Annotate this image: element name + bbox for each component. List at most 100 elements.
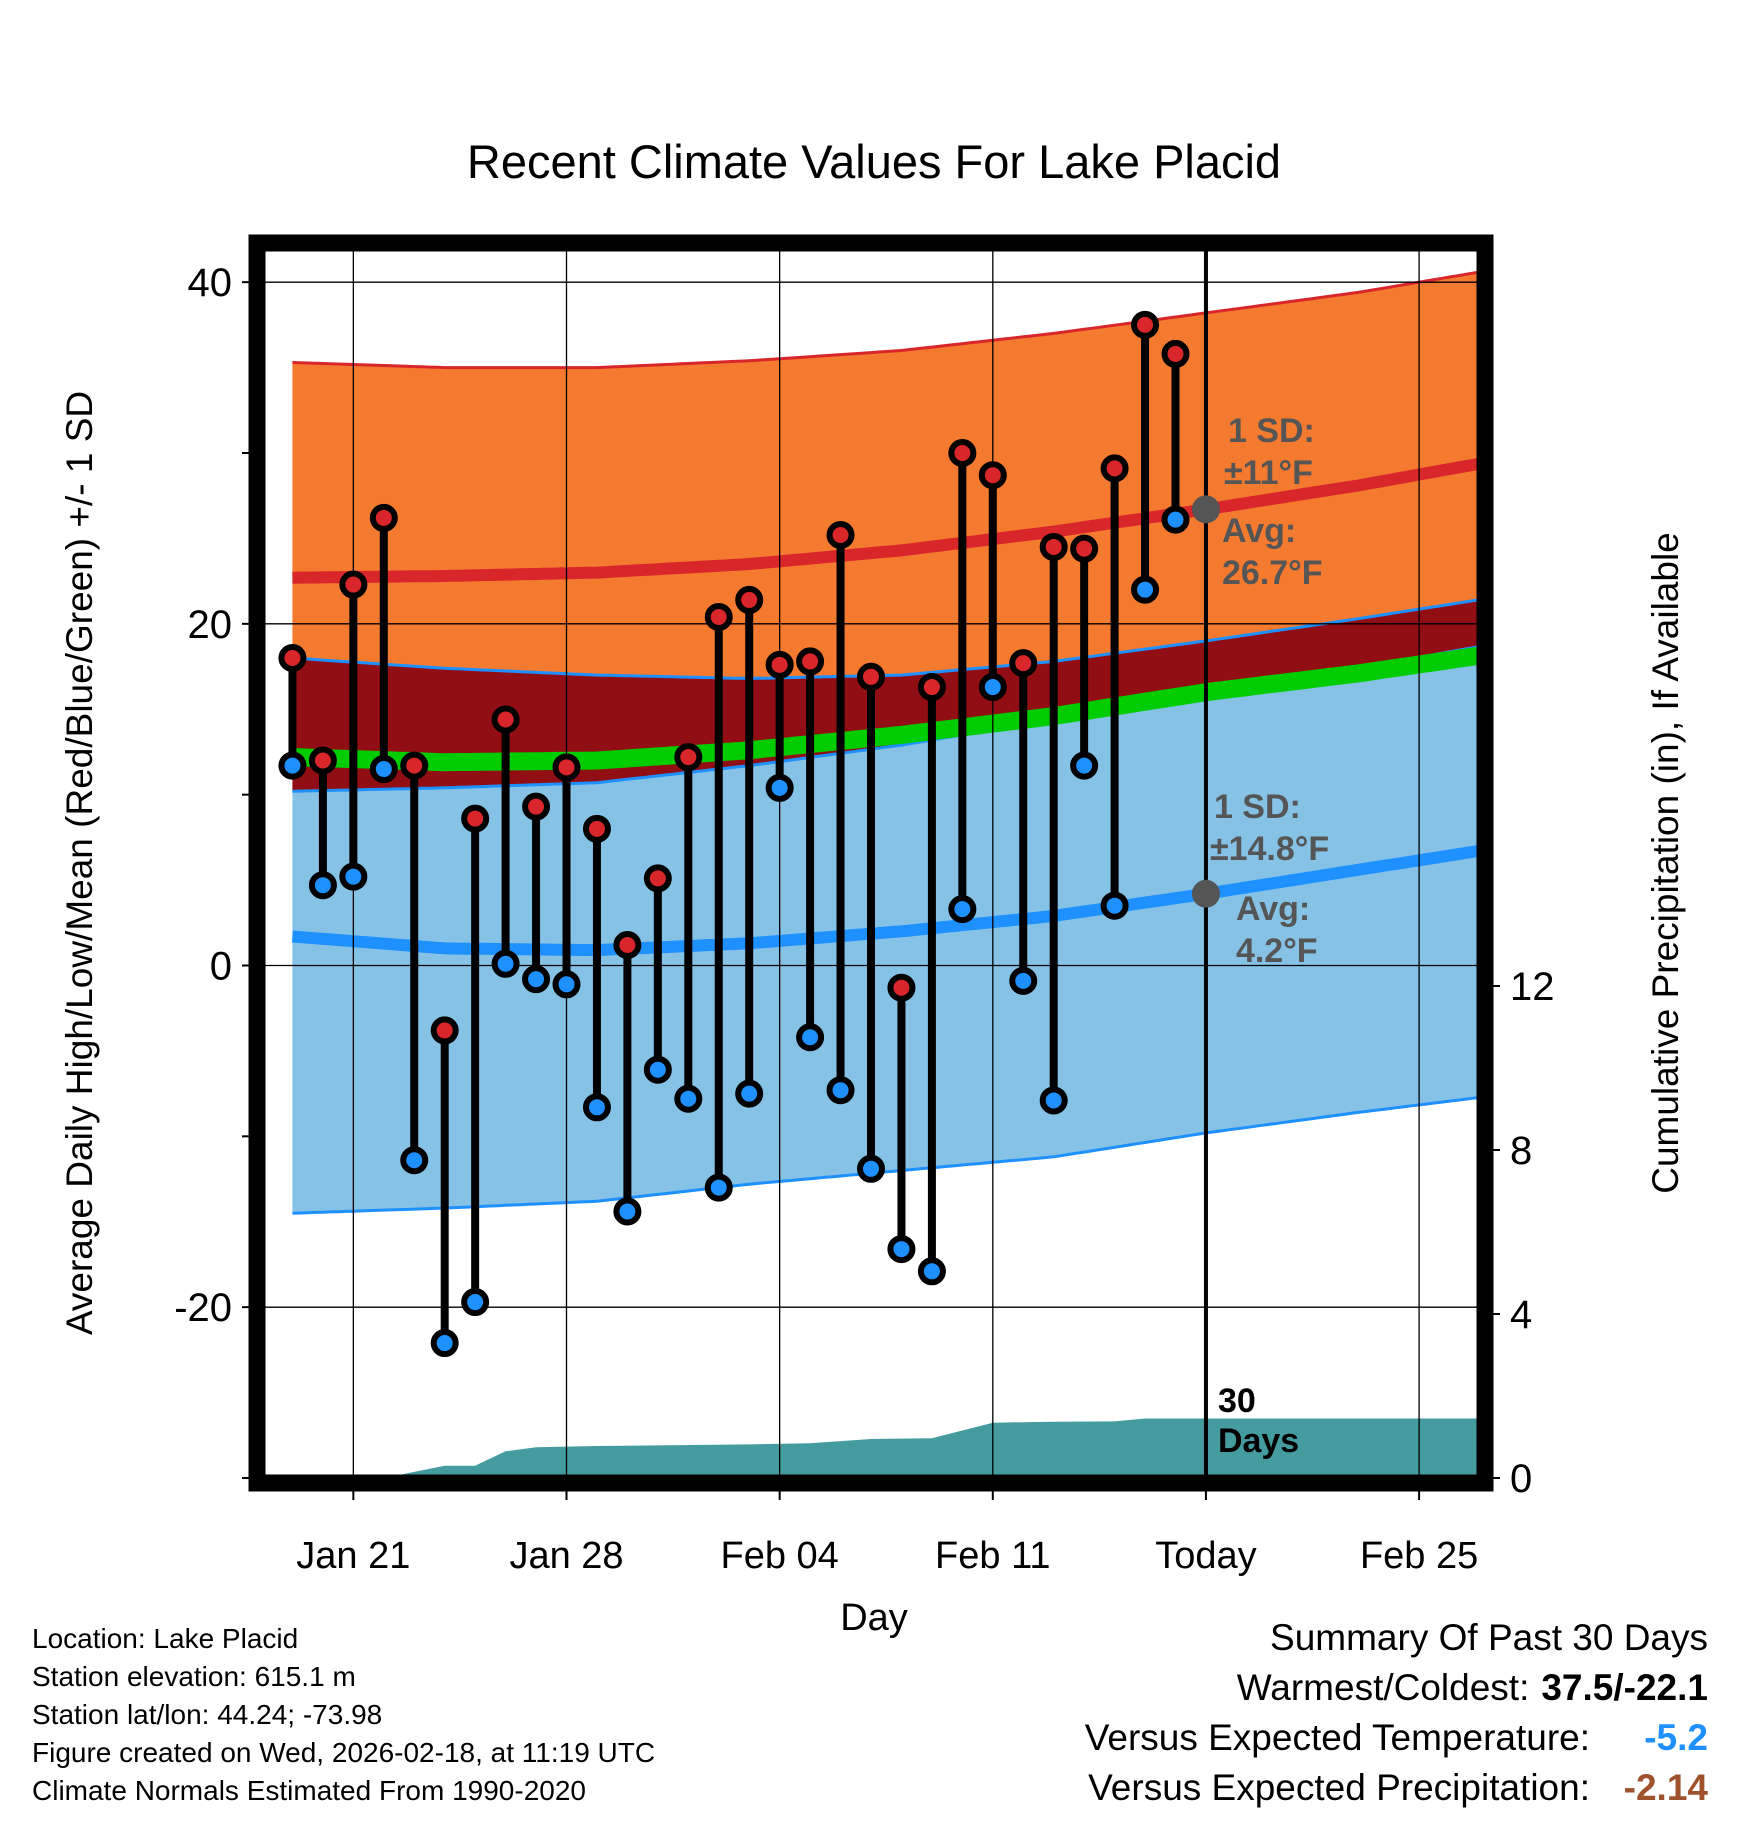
overlap-band bbox=[292, 599, 1480, 792]
daily-low-point bbox=[308, 871, 337, 900]
daily-low-point bbox=[887, 1235, 916, 1264]
daily-low-point bbox=[491, 949, 520, 978]
daily-low-point bbox=[461, 1288, 490, 1317]
daily-low-point bbox=[1039, 1086, 1068, 1115]
daily-high-point bbox=[887, 973, 916, 1002]
warm-cold-label: Warmest/Coldest: bbox=[1236, 1667, 1530, 1708]
high-sd-value: ±11°F bbox=[1224, 454, 1313, 492]
daily-low-point bbox=[1070, 751, 1099, 780]
days-unit-label: Days bbox=[1218, 1422, 1299, 1460]
daily-high-point bbox=[674, 743, 703, 772]
daily-low-point bbox=[1131, 575, 1160, 604]
daily-low-point bbox=[765, 773, 794, 802]
daily-low-point bbox=[917, 1257, 946, 1286]
high-sd-label: 1 SD: bbox=[1228, 412, 1315, 450]
daily-low-point bbox=[278, 751, 307, 780]
daily-low-point bbox=[369, 755, 398, 784]
y-axis-label: Average Daily High/Low/Mean (Red/Blue/Gr… bbox=[59, 391, 100, 1335]
daily-high-point bbox=[1161, 339, 1190, 368]
daily-low-point bbox=[552, 970, 581, 999]
daily-high-point bbox=[765, 650, 794, 679]
daily-high-point bbox=[308, 746, 337, 775]
daily-low-point bbox=[1100, 891, 1129, 920]
daily-low-point bbox=[643, 1055, 672, 1084]
daily-low-point bbox=[582, 1093, 611, 1122]
daily-high-point bbox=[735, 585, 764, 614]
daily-low-point bbox=[339, 862, 368, 891]
daily-high-point bbox=[948, 439, 977, 467]
daily-high-point bbox=[278, 644, 307, 672]
y2-axis-label: Cumulative Precipitation (in), If Availa… bbox=[1645, 532, 1686, 1194]
daily-low-point bbox=[430, 1329, 459, 1358]
y-tick-label: 0 bbox=[210, 945, 232, 989]
temp-row: Versus Expected Temperature: -5.2 bbox=[1085, 1713, 1708, 1763]
station-info: Location: Lake Placid Station elevation:… bbox=[32, 1620, 655, 1810]
high-sd-upper-line bbox=[292, 270, 1480, 370]
daily-high-point bbox=[917, 673, 946, 702]
daily-low-point bbox=[857, 1154, 885, 1183]
daily-low-point bbox=[613, 1197, 642, 1226]
daily-high-point bbox=[461, 804, 490, 833]
daily-high-point bbox=[1009, 649, 1038, 678]
today-high-avg-point bbox=[1191, 495, 1220, 524]
daily-high-point bbox=[613, 931, 642, 959]
normal-low-line bbox=[291, 844, 1480, 957]
daily-high-point bbox=[826, 521, 855, 549]
precip-label: Versus Expected Precipitation: bbox=[1088, 1767, 1590, 1808]
y2-tick-label: 8 bbox=[1510, 1129, 1532, 1173]
daily-high-point bbox=[1070, 534, 1099, 563]
low-avg-label: Avg: bbox=[1236, 890, 1310, 928]
daily-high-point bbox=[1039, 532, 1068, 561]
daily-low-point bbox=[522, 965, 551, 994]
normal-mean-line bbox=[292, 646, 1480, 772]
daily-high-point bbox=[430, 1016, 459, 1045]
location-text: Location: Lake Placid bbox=[32, 1623, 299, 1654]
daily-high-point bbox=[643, 864, 672, 893]
today-low-avg-point bbox=[1191, 879, 1220, 908]
y2-tick-label: 0 bbox=[1510, 1457, 1532, 1501]
daily-low-point bbox=[674, 1084, 703, 1113]
summary-panel: Summary Of Past 30 Days Warmest/Coldest:… bbox=[1085, 1613, 1708, 1813]
daily-low-point bbox=[1161, 505, 1190, 534]
plot-frame bbox=[248, 234, 1494, 1492]
created-text: Figure created on Wed, 2026-02-18, at 11… bbox=[32, 1737, 656, 1768]
y2-tick-label: 4 bbox=[1510, 1293, 1532, 1337]
daily-low-point bbox=[400, 1146, 429, 1175]
high-sd-band bbox=[292, 271, 1480, 679]
daily-low-point bbox=[735, 1079, 764, 1108]
x-axis-label: Day bbox=[840, 1597, 908, 1639]
elevation-text: Station elevation: 615.1 m bbox=[32, 1661, 356, 1692]
high-avg-label: Avg: bbox=[1222, 512, 1296, 550]
daily-high-point bbox=[704, 603, 733, 631]
x-tick-label: Feb 25 bbox=[1360, 1535, 1478, 1577]
chart-title: Recent Climate Values For Lake Placid bbox=[467, 135, 1281, 188]
daily-high-point bbox=[978, 461, 1007, 490]
x-tick-label: Jan 28 bbox=[509, 1535, 623, 1577]
daily-high-point bbox=[796, 647, 825, 676]
daily-high-point bbox=[522, 792, 551, 821]
daily-low-point bbox=[948, 895, 977, 924]
temp-value: -5.2 bbox=[1644, 1717, 1708, 1758]
y-tick-label: 20 bbox=[188, 603, 233, 647]
daily-high-point bbox=[1100, 454, 1129, 483]
x-tick-label: Today bbox=[1155, 1535, 1256, 1577]
y-tick-label: 40 bbox=[188, 261, 233, 305]
days-count-label: 30 bbox=[1218, 1382, 1256, 1420]
x-tick-label: Jan 21 bbox=[296, 1535, 410, 1577]
low-avg-value: 4.2°F bbox=[1236, 932, 1318, 970]
daily-low-point bbox=[704, 1173, 733, 1202]
warm-cold-row: Warmest/Coldest: 37.5/-22.1 bbox=[1085, 1663, 1708, 1713]
y-tick-label: -20 bbox=[174, 1286, 232, 1330]
normals-text: Climate Normals Estimated From 1990-2020 bbox=[32, 1775, 586, 1806]
daily-high-point bbox=[339, 570, 368, 599]
warm-cold-value: 37.5/-22.1 bbox=[1541, 1667, 1708, 1708]
daily-low-point bbox=[826, 1076, 855, 1105]
x-tick-label: Feb 04 bbox=[720, 1535, 838, 1577]
daily-low-point bbox=[978, 673, 1007, 702]
precip-row: Versus Expected Precipitation: -2.14 bbox=[1085, 1763, 1708, 1813]
y2-tick-label: 12 bbox=[1510, 965, 1555, 1009]
daily-high-point bbox=[582, 814, 611, 843]
summary-title: Summary Of Past 30 Days bbox=[1270, 1617, 1708, 1658]
latlon-text: Station lat/lon: 44.24; -73.98 bbox=[32, 1699, 383, 1730]
